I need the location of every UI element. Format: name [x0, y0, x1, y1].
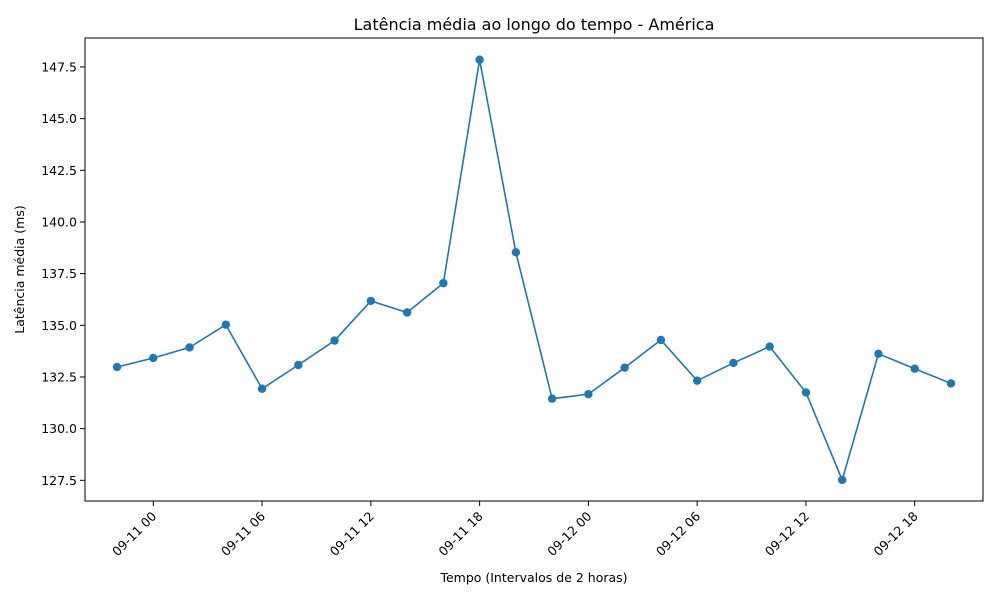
x-axis-label: Tempo (Intervalos de 2 horas) — [439, 570, 627, 585]
data-point — [584, 389, 593, 399]
plot-area — [112, 55, 956, 485]
data-point — [112, 362, 122, 372]
x-tick-label: 09-12 00 — [544, 508, 594, 558]
y-tick-label: 140.0 — [41, 214, 77, 229]
x-axis: 09-11 00 09-11 06 09-11 12 09-11 18 09-12 00… — [109, 501, 921, 559]
y-axis: 127.5 130.0 132.5 135.0 137.5 140.0 142.5 145.0… — [41, 59, 85, 488]
chart-title: Latência média ao longo do tempo - Améri… — [354, 15, 715, 34]
data-point — [294, 360, 303, 370]
data-point — [330, 336, 339, 345]
y-tick-label: 135.0 — [41, 318, 77, 333]
data-point — [838, 475, 847, 485]
plot-frame — [84, 37, 984, 502]
y-tick-label: 145.0 — [41, 111, 77, 126]
data-point — [221, 320, 230, 329]
y-tick-label: 142.5 — [41, 163, 77, 178]
data-point — [765, 342, 774, 351]
data-point — [257, 384, 267, 393]
data-point — [656, 335, 666, 345]
data-point — [439, 278, 448, 288]
data-point — [874, 349, 883, 359]
data-point — [946, 379, 956, 388]
x-tick-label: 09-11 06 — [218, 508, 268, 558]
x-tick-label: 09-12 12 — [762, 509, 812, 559]
y-tick-label: 130.0 — [41, 421, 77, 436]
data-point — [185, 343, 194, 352]
x-tick-label: 09-12 18 — [870, 508, 920, 558]
data-point — [475, 55, 484, 64]
data-point — [801, 388, 811, 397]
y-tick-label: 147.5 — [41, 59, 77, 74]
x-tick-label: 09-12 06 — [653, 508, 703, 558]
data-point — [366, 296, 376, 306]
x-tick-label: 09-11 18 — [435, 508, 485, 558]
data-point — [910, 364, 919, 373]
y-tick-label: 137.5 — [41, 266, 77, 281]
y-axis-label: Latência média (ms) — [12, 205, 27, 333]
data-point — [729, 358, 738, 368]
y-tick-label: 132.5 — [41, 369, 77, 384]
x-tick-label: 09-11 00 — [109, 508, 159, 558]
data-point — [692, 376, 702, 385]
x-tick-label: 09-11 12 — [327, 509, 377, 559]
y-tick-label: 127.5 — [41, 473, 77, 488]
series-line — [116, 59, 952, 483]
data-point — [149, 353, 158, 363]
data-point — [620, 363, 629, 372]
data-point — [511, 248, 521, 257]
data-point — [402, 308, 412, 317]
data-point — [547, 394, 557, 403]
